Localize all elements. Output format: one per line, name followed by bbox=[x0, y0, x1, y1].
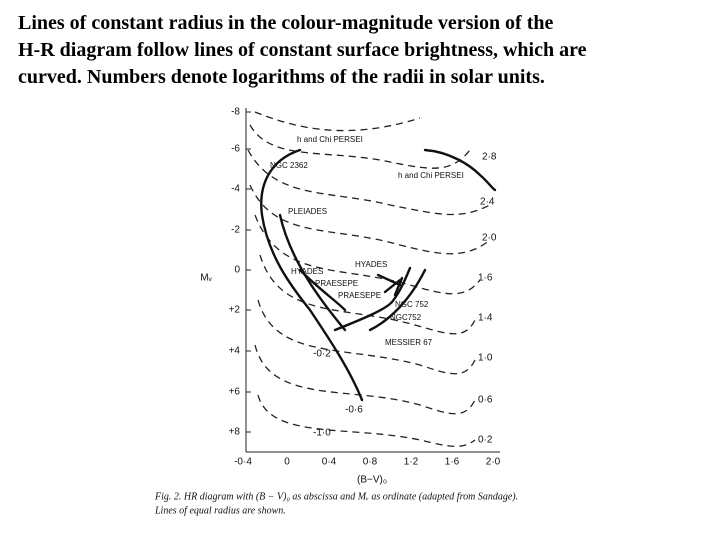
radius-label: -0·2 bbox=[313, 349, 331, 360]
radius-curve bbox=[254, 344, 476, 415]
y-tick-label: +6 bbox=[229, 387, 241, 398]
cluster-label: PRAESEPE bbox=[315, 279, 358, 288]
radius-label: -0·6 bbox=[345, 405, 363, 416]
cluster-label: HYADES bbox=[291, 267, 323, 276]
y-tick-label: +4 bbox=[229, 346, 241, 357]
radius-curves bbox=[247, 111, 491, 448]
caption-line: Fig. 2. HR diagram with (B − V)₀ as absc… bbox=[154, 491, 518, 502]
caption-line: Lines of equal radius are shown. bbox=[154, 505, 286, 516]
x-tick-label: 1·2 bbox=[404, 457, 419, 468]
radius-label: 0·6 bbox=[478, 395, 493, 406]
x-tick-label: 1·6 bbox=[445, 457, 460, 468]
x-tick-label: 0 bbox=[284, 457, 290, 468]
y-tick-label: -2 bbox=[231, 225, 240, 236]
cluster-label: PLEIADES bbox=[288, 207, 327, 216]
cluster-label: HYADES bbox=[355, 260, 387, 269]
heading-line: H-R diagram follow lines of constant sur… bbox=[18, 39, 587, 61]
heading-line: Lines of constant radius in the colour-m… bbox=[18, 12, 554, 34]
radius-label: -1·0 bbox=[313, 428, 331, 439]
y-tick-label: -4 bbox=[231, 184, 240, 195]
cluster-label: PRAESEPE bbox=[338, 291, 381, 300]
cluster-tracks bbox=[260, 148, 497, 402]
radius-curve bbox=[254, 111, 421, 132]
x-tick-label: 0·8 bbox=[363, 457, 378, 468]
radius-label: 2·0 bbox=[482, 233, 497, 244]
cluster-track bbox=[423, 148, 497, 192]
radius-label: 2·8 bbox=[482, 152, 497, 163]
y-tick-label: +8 bbox=[229, 427, 241, 438]
heading-line: curved. Numbers denote logarithms of the… bbox=[18, 66, 545, 88]
radius-label: 1·4 bbox=[478, 313, 493, 324]
cluster-track bbox=[260, 148, 364, 402]
cluster-track bbox=[376, 273, 404, 297]
cluster-track bbox=[333, 266, 412, 332]
radius-label: 1·6 bbox=[478, 273, 493, 284]
radius-curve bbox=[257, 394, 476, 448]
cluster-label: NGC 752 bbox=[395, 300, 429, 309]
y-tick-label: -6 bbox=[231, 144, 240, 155]
cluster-label: h and Chi PERSEI bbox=[297, 135, 363, 144]
cluster-label: MESSIER 67 bbox=[385, 338, 433, 347]
x-tick-label: 0·4 bbox=[322, 457, 337, 468]
y-tick-label: +2 bbox=[229, 305, 241, 316]
y-tick-label: -8 bbox=[231, 107, 240, 118]
radius-curve bbox=[247, 149, 491, 216]
radius-curve bbox=[249, 124, 471, 169]
x-axis-label: (B−V)₀ bbox=[357, 475, 387, 486]
y-tick-label: 0 bbox=[234, 265, 240, 276]
cluster-track bbox=[368, 268, 427, 332]
cluster-label: NGC752 bbox=[390, 313, 422, 322]
y-axis-label: Mᵥ bbox=[200, 273, 212, 284]
radius-label: 2·4 bbox=[480, 197, 495, 208]
heading: Lines of constant radius in the colour-m… bbox=[18, 10, 718, 91]
radius-curve bbox=[249, 184, 491, 255]
radius-curve bbox=[257, 299, 476, 375]
x-tick-label: -0·4 bbox=[234, 457, 252, 468]
radius-curve bbox=[259, 254, 476, 335]
radius-label: 0·2 bbox=[478, 435, 493, 446]
radius-label: 1·0 bbox=[478, 353, 493, 364]
cluster-label: NGC 2362 bbox=[270, 161, 308, 170]
cluster-label: h and Chi PERSEI bbox=[398, 171, 464, 180]
cluster-track bbox=[298, 268, 347, 312]
x-tick-label: 2·0 bbox=[486, 457, 501, 468]
